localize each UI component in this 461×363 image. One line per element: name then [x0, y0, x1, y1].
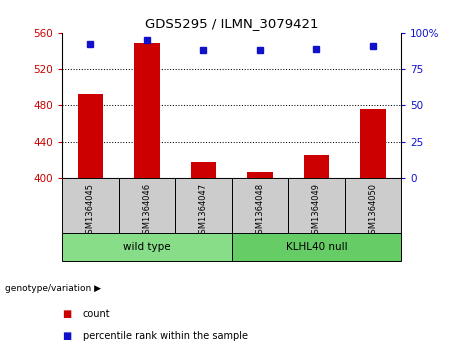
- Bar: [231, 178, 288, 233]
- Text: percentile rank within the sample: percentile rank within the sample: [83, 331, 248, 341]
- Text: KLHL40 null: KLHL40 null: [285, 242, 347, 252]
- Bar: [118, 178, 175, 233]
- Bar: [344, 178, 401, 233]
- Bar: [134, 43, 160, 178]
- Bar: [304, 155, 329, 178]
- Bar: [231, 233, 401, 261]
- Text: GSM1364045: GSM1364045: [86, 183, 95, 238]
- Bar: [247, 172, 272, 178]
- Text: wild type: wild type: [123, 242, 171, 252]
- Text: GSM1364049: GSM1364049: [312, 183, 321, 238]
- Bar: [360, 109, 385, 178]
- Bar: [288, 178, 344, 233]
- Text: GSM1364050: GSM1364050: [368, 183, 378, 238]
- Bar: [62, 178, 118, 233]
- Text: ■: ■: [62, 331, 71, 341]
- Text: GSM1364048: GSM1364048: [255, 183, 265, 239]
- Text: count: count: [83, 309, 111, 319]
- Bar: [78, 94, 103, 178]
- Bar: [62, 233, 231, 261]
- Title: GDS5295 / ILMN_3079421: GDS5295 / ILMN_3079421: [145, 17, 319, 30]
- Bar: [191, 162, 216, 178]
- Text: genotype/variation ▶: genotype/variation ▶: [5, 284, 100, 293]
- Text: GSM1364047: GSM1364047: [199, 183, 208, 239]
- Text: GSM1364046: GSM1364046: [142, 183, 152, 239]
- Text: ■: ■: [62, 309, 71, 319]
- Bar: [175, 178, 231, 233]
